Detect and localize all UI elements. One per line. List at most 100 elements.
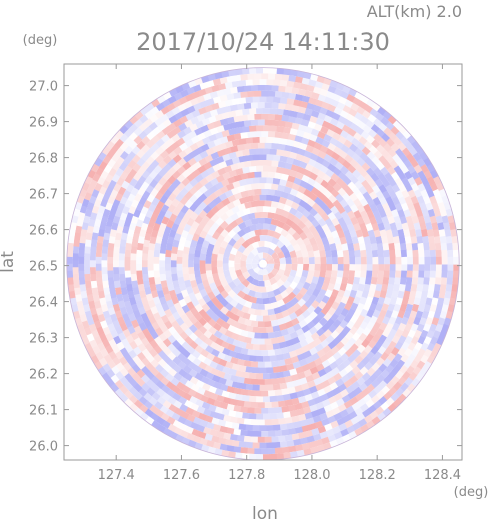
echo-cell: [299, 180, 309, 189]
echo-cell: [363, 236, 371, 245]
echo-cell: [161, 286, 170, 295]
echo-cell: [304, 90, 314, 98]
echo-cell: [331, 289, 339, 298]
echo-cell: [297, 371, 306, 380]
echo-cell: [259, 367, 267, 374]
echo-cell: [241, 240, 250, 249]
echo-cell: [200, 375, 210, 385]
echo-cell: [209, 410, 219, 419]
echo-cell: [148, 242, 156, 251]
echo-cell: [314, 263, 321, 271]
echo-cell: [405, 277, 413, 286]
echo-cell: [230, 145, 239, 153]
echo-cell: [92, 293, 100, 303]
echo-cell: [236, 209, 245, 218]
echo-cell: [410, 323, 419, 333]
echo-cell: [100, 303, 109, 313]
echo-cell: [158, 296, 167, 305]
echo-cell: [375, 315, 385, 325]
echo-cell: [212, 322, 222, 332]
echo-cell: [429, 277, 436, 286]
echo-cell: [189, 306, 199, 316]
echo-cell: [289, 410, 298, 418]
echo-cell: [264, 240, 272, 248]
echo-cell: [319, 374, 329, 383]
echo-cell: [137, 235, 145, 244]
echo-cell: [198, 193, 208, 202]
echo-cell: [325, 249, 332, 258]
echo-cell: [433, 208, 442, 218]
echo-cell: [385, 290, 393, 299]
echo-cell: [191, 90, 201, 99]
echo-cell: [125, 276, 132, 285]
echo-cell: [217, 260, 223, 268]
echo-cell: [237, 228, 246, 238]
echo-cell: [256, 246, 264, 254]
echo-cell: [333, 412, 343, 421]
echo-cell: [145, 209, 154, 219]
echo-cell: [194, 291, 203, 301]
echo-cell: [213, 278, 222, 288]
echo-cell: [297, 413, 307, 422]
echo-cell: [298, 88, 307, 96]
echo-cell: [272, 366, 281, 373]
echo-cell: [217, 167, 227, 176]
echo-cell: [272, 343, 281, 350]
echo-cell: [436, 256, 442, 265]
echo-cell: [270, 418, 279, 426]
echo-cell: [263, 223, 271, 230]
echo-cell: [274, 114, 283, 121]
echo-cell: [254, 211, 262, 219]
echo-cell: [267, 247, 276, 256]
echo-cell: [285, 256, 292, 264]
echo-cell: [107, 269, 114, 278]
echo-cell: [301, 344, 310, 354]
echo-cell: [183, 418, 193, 428]
echo-cell: [339, 283, 347, 292]
echo-cell: [321, 282, 330, 292]
echo-cell: [411, 242, 419, 251]
echo-cell: [313, 212, 323, 222]
echo-cell: [210, 213, 220, 223]
echo-cell: [245, 257, 253, 264]
echo-cell: [277, 335, 286, 344]
echo-cell: [245, 137, 254, 144]
echo-cell: [189, 142, 200, 152]
echo-cell: [164, 197, 173, 208]
echo-cell: [196, 282, 205, 292]
echo-cell: [324, 229, 333, 239]
echo-cell: [202, 224, 211, 233]
echo-cell: [292, 196, 302, 205]
echo-cell: [337, 263, 344, 272]
echo-cell: [310, 428, 320, 436]
echo-cell: [89, 194, 97, 204]
echo-cell: [308, 282, 317, 291]
echo-cell: [443, 222, 451, 231]
echo-cell: [259, 177, 267, 184]
echo-cell: [289, 451, 298, 459]
echo-cell: [109, 228, 117, 237]
echo-cell: [355, 263, 362, 272]
echo-cell: [240, 266, 248, 274]
echo-cell: [130, 331, 139, 341]
echo-cell: [91, 313, 100, 323]
echo-cell: [237, 144, 246, 152]
echo-cell: [135, 315, 144, 325]
echo-cell: [367, 290, 376, 299]
echo-cell: [296, 314, 306, 323]
echo-cell: [313, 357, 323, 367]
echo-cell: [238, 138, 247, 145]
echo-cell: [356, 204, 366, 214]
echo-cell: [107, 322, 116, 332]
echo-cell: [281, 429, 290, 436]
echo-cell: [209, 282, 217, 291]
echo-cell: [425, 297, 433, 307]
echo-cell: [255, 373, 263, 380]
echo-cell: [246, 430, 255, 437]
echo-cell: [208, 326, 218, 335]
echo-cell: [145, 293, 154, 302]
echo-cell: [353, 308, 362, 318]
echo-cell: [174, 325, 184, 335]
echo-cell: [418, 249, 425, 258]
echo-cell: [250, 119, 259, 126]
